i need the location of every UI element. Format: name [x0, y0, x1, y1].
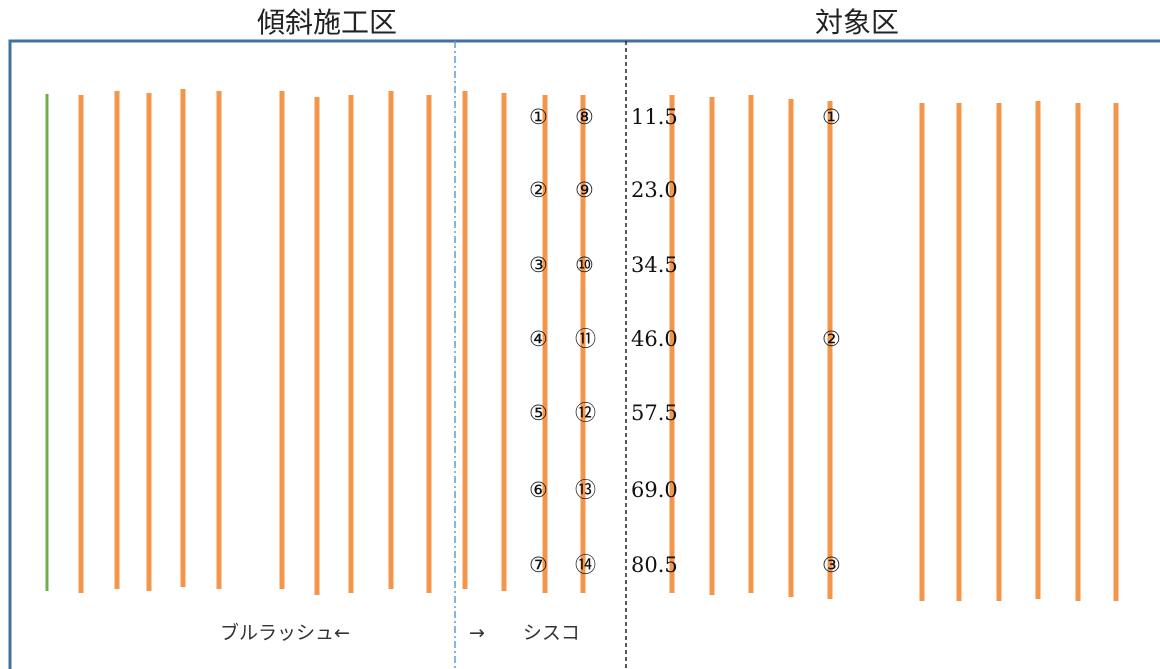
sampling-points-column-a: ① ② ③ ④ ⑤ ⑥ ⑦ [529, 105, 548, 577]
sampling-point-a: ⑥ [529, 478, 548, 502]
title-left: 傾斜施工区 [257, 6, 397, 39]
target-points: ① ② ③ [822, 105, 841, 577]
sampling-value: 80.5 [631, 553, 678, 577]
target-point: ③ [822, 553, 841, 577]
sampling-point-a: ① [529, 105, 548, 129]
target-point: ① [822, 105, 841, 129]
sampling-point-a: ⑦ [529, 553, 548, 577]
row-lines-right [669, 95, 1119, 601]
row-lines-left [78, 89, 586, 595]
sampling-points-column-b: ⑧ ⑨ ⑩ ⑪ ⑫ ⑬ ⑭ [575, 105, 596, 577]
target-point: ② [822, 327, 841, 351]
sampling-values: 11.5 23.0 34.5 46.0 57.5 69.0 80.5 [631, 105, 678, 577]
sampling-point-a: ② [529, 178, 548, 202]
sampling-value: 69.0 [631, 478, 678, 502]
sampling-point-a: ⑤ [529, 401, 548, 425]
frame-border [8, 39, 1160, 669]
sampling-point-b: ⑭ [575, 553, 596, 577]
sampling-point-a: ③ [529, 253, 548, 277]
sampling-point-b: ⑩ [575, 253, 594, 277]
sampling-value: 34.5 [631, 253, 678, 277]
sampling-point-b: ⑨ [575, 178, 594, 202]
sampling-point-a: ④ [529, 327, 548, 351]
sampling-value: 57.5 [631, 401, 678, 425]
sampling-point-b: ⑫ [575, 401, 596, 425]
direction-label-right: → シスコ [469, 622, 580, 644]
sampling-value: 46.0 [631, 327, 678, 351]
sampling-point-b: ⑧ [575, 105, 594, 129]
sampling-point-b: ⑪ [575, 327, 596, 351]
direction-label-left: ブルラッシュ← [220, 621, 350, 644]
sampling-value: 23.0 [631, 178, 678, 202]
sampling-value: 11.5 [631, 105, 678, 129]
title-right: 対象区 [815, 6, 899, 39]
sampling-point-b: ⑬ [575, 478, 596, 502]
